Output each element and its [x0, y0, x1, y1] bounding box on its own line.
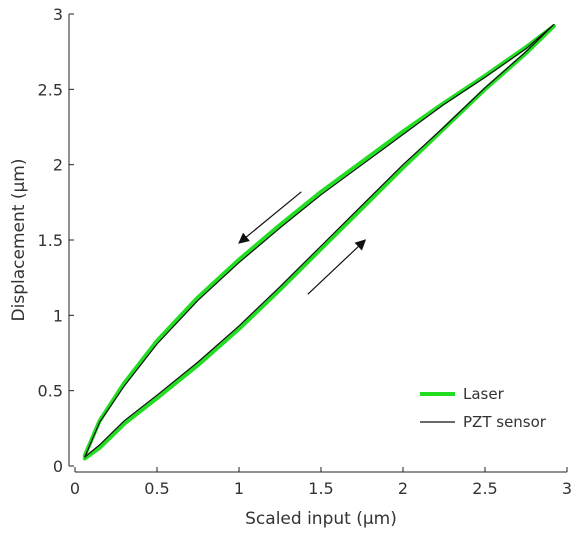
x-tick-label: 1 — [234, 479, 244, 498]
series-line-pzt-sensor — [84, 23, 555, 458]
legend: Laser PZT sensor — [420, 385, 547, 431]
x-tick-label: 3 — [562, 479, 572, 498]
direction-arrows — [238, 191, 367, 295]
x-tick-label: 2.5 — [472, 479, 497, 498]
legend-label-pzt-sensor: PZT sensor — [463, 413, 547, 431]
y-tick-label: 0 — [53, 457, 63, 476]
direction-arrow-decreasing — [238, 191, 302, 244]
x-axis-ticks: 0 0.5 1 1.5 2 2.5 3 — [70, 467, 572, 498]
y-tick-label: 0.5 — [38, 382, 63, 401]
direction-arrow-increasing — [307, 239, 367, 295]
x-tick-label: 0 — [70, 479, 80, 498]
y-axis-ticks: 0 0.5 1 1.5 2 2.5 3 — [38, 5, 74, 476]
x-axis-label: Scaled input (µm) — [245, 509, 397, 529]
x-tick-label: 0.5 — [144, 479, 169, 498]
axes: 0 0.5 1 1.5 2 2.5 3 0 0.5 1 1.5 2 2.5 3 — [38, 5, 573, 498]
y-axis-label: Displacement (µm) — [9, 159, 29, 322]
legend-label-laser: Laser — [463, 385, 505, 403]
plot-lines — [82, 23, 556, 461]
y-tick-label: 1 — [53, 306, 63, 325]
x-tick-label: 2 — [398, 479, 408, 498]
y-tick-label: 2 — [53, 156, 63, 175]
y-tick-label: 1.5 — [38, 231, 63, 250]
x-tick-label: 1.5 — [308, 479, 333, 498]
series-line-laser — [82, 24, 556, 461]
y-tick-label: 3 — [53, 5, 63, 24]
y-tick-label: 2.5 — [38, 80, 63, 99]
